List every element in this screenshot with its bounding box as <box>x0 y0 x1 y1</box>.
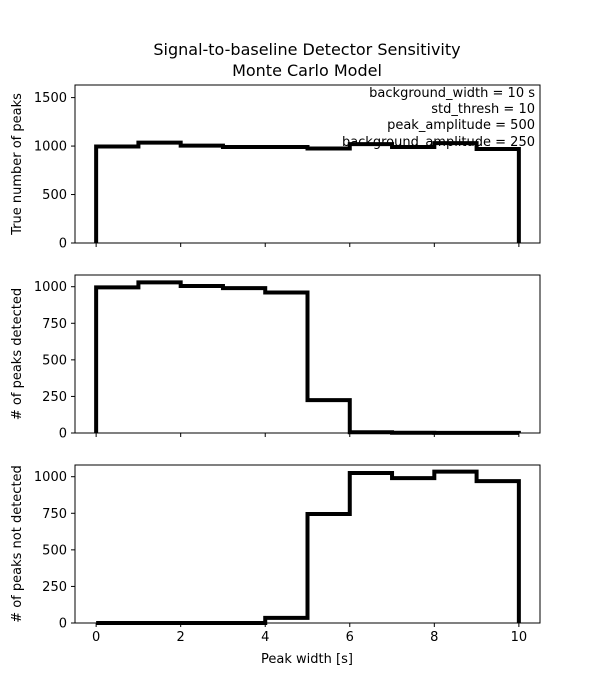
parameter-annotations: background_width = 10 s std_thresh = 10 … <box>342 86 535 150</box>
x-tick-label: 0 <box>92 630 100 645</box>
x-tick-label: 4 <box>261 630 269 645</box>
histogram-step-line <box>96 469 521 625</box>
y-axis-label: True number of peaks <box>10 93 25 236</box>
annotation-std-thresh: std_thresh = 10 <box>431 102 535 117</box>
y-tick-label: 500 <box>42 188 67 203</box>
y-tick-label: 500 <box>42 353 67 368</box>
x-tick-label: 6 <box>346 630 354 645</box>
panel-peaks-not-detected: 0 250 500 750 1000 0 2 4 6 8 10 # of peaks not dete… <box>10 464 541 645</box>
y-axis-label: # of peaks not detected <box>10 465 25 623</box>
y-tick-label: 250 <box>42 390 67 405</box>
y-tick-label: 1000 <box>34 280 67 295</box>
chart-title-line2: Monte Carlo Model <box>232 61 382 80</box>
histogram-step-line <box>94 140 521 243</box>
annotation-background-amplitude: background_amplitude = 250 <box>342 135 535 150</box>
axes-frame <box>74 84 541 244</box>
y-tick-label: 750 <box>42 317 67 332</box>
y-tick-label: 0 <box>59 617 67 632</box>
annotation-peak-amplitude: peak_amplitude = 500 <box>387 118 535 133</box>
y-tick-label: 750 <box>42 507 67 522</box>
y-tick-label: 0 <box>59 237 67 252</box>
y-tick-label: 250 <box>42 580 67 595</box>
y-tick-label: 1500 <box>34 91 67 106</box>
histogram-step-line <box>94 280 521 435</box>
chart-title-line1: Signal-to-baseline Detector Sensitivity <box>153 40 460 59</box>
y-tick-label: 1000 <box>34 470 67 485</box>
y-tick-label: 0 <box>59 427 67 442</box>
y-tick-label: 500 <box>42 543 67 558</box>
x-tick-label: 2 <box>177 630 185 645</box>
x-tick-label: 8 <box>430 630 438 645</box>
annotation-background-width: background_width = 10 s <box>369 86 535 101</box>
y-axis-label: # of peaks detected <box>10 288 25 420</box>
x-axis-label: Peak width [s] <box>261 652 353 667</box>
axes-frame <box>74 464 541 624</box>
x-tick-label: 10 <box>511 630 528 645</box>
panel-true-peaks: 0 500 1000 1500 True number of peaks <box>10 84 541 252</box>
y-tick-label: 1000 <box>34 140 67 155</box>
panel-peaks-detected: 0 250 500 750 1000 # of peaks detected <box>10 274 541 442</box>
axes-frame <box>74 274 541 434</box>
